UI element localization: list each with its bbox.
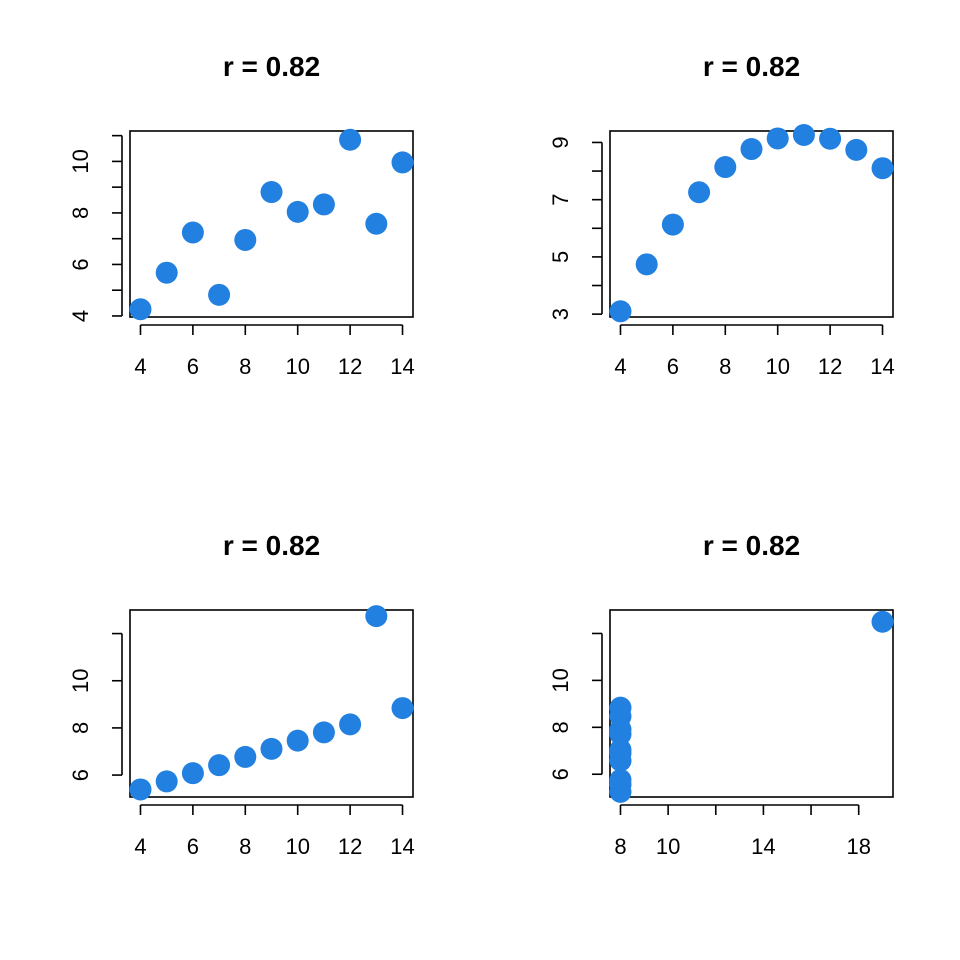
data-point — [129, 298, 152, 321]
x-tick-label: 14 — [390, 834, 414, 859]
data-point — [181, 221, 204, 244]
x-tick-label: 4 — [134, 834, 146, 859]
data-point — [339, 128, 362, 151]
data-point — [609, 773, 632, 796]
data-point — [365, 212, 388, 235]
y-tick-label: 4 — [68, 310, 93, 322]
data-point — [155, 261, 178, 284]
y-tick-label: 10 — [68, 149, 93, 173]
data-point — [155, 770, 178, 793]
plot-frame — [609, 609, 894, 798]
y-tick-label: 6 — [68, 769, 93, 781]
data-point — [871, 610, 894, 633]
y-tick-label: 10 — [68, 669, 93, 693]
y-tick-label: 3 — [548, 308, 573, 320]
scatter-panel-4: r = 0.82 8 10 14 18 6 8 10 — [548, 530, 894, 859]
data-point — [609, 718, 632, 741]
data-point — [845, 138, 868, 161]
y-tick-label: 9 — [548, 136, 573, 148]
x-tick-label: 10 — [285, 834, 309, 859]
data-point — [635, 253, 658, 276]
x-tick-label: 6 — [187, 354, 199, 379]
x-tick-label: 10 — [765, 354, 789, 379]
x-tick-label: 10 — [285, 354, 309, 379]
x-tick-label: 8 — [614, 834, 626, 859]
data-point — [766, 127, 789, 150]
x-tick-label: 12 — [338, 834, 362, 859]
data-point — [234, 228, 257, 251]
scatter-panel-2: r = 0.82 4 6 8 10 12 14 3 5 7 9 — [548, 51, 895, 379]
data-point — [714, 156, 737, 179]
data-point — [688, 181, 711, 204]
data-point — [286, 200, 309, 223]
data-point — [129, 778, 152, 801]
y-tick-label: 5 — [548, 251, 573, 263]
x-tick-label: 8 — [719, 354, 731, 379]
x-tick-label: 10 — [656, 834, 680, 859]
data-point — [391, 697, 414, 720]
y-tick-label: 8 — [548, 721, 573, 733]
data-point — [312, 193, 335, 216]
y-tick-label: 8 — [68, 722, 93, 734]
x-tick-label: 14 — [751, 834, 775, 859]
panel-title: r = 0.82 — [223, 530, 320, 561]
panel-title: r = 0.82 — [703, 51, 800, 82]
x-tick-label: 12 — [818, 354, 842, 379]
y-tick-label: 7 — [548, 194, 573, 206]
panel-title: r = 0.82 — [223, 51, 320, 82]
x-tick-label: 12 — [338, 354, 362, 379]
panel-title: r = 0.82 — [703, 530, 800, 561]
x-tick-label: 4 — [134, 354, 146, 379]
x-tick-label: 18 — [846, 834, 870, 859]
x-tick-label: 8 — [239, 354, 251, 379]
data-point — [208, 283, 231, 306]
data-point — [661, 213, 684, 236]
data-point — [792, 124, 815, 147]
data-point — [609, 300, 632, 323]
scatter-panel-3: r = 0.82 4 6 8 10 12 14 6 8 10 — [68, 530, 415, 859]
data-point — [819, 127, 842, 150]
y-tick-label: 8 — [68, 207, 93, 219]
plot-frame — [609, 130, 894, 318]
data-point — [181, 762, 204, 785]
scatter-panel-1: r = 0.82 4 6 8 10 12 14 4 6 8 10 — [68, 51, 415, 379]
plot-frame — [129, 609, 414, 798]
y-tick-label: 6 — [68, 258, 93, 270]
data-point — [208, 754, 231, 777]
x-tick-label: 6 — [667, 354, 679, 379]
data-point — [740, 138, 763, 161]
x-tick-label: 6 — [187, 834, 199, 859]
data-point — [391, 151, 414, 174]
plot-frame — [129, 130, 414, 318]
data-point — [286, 729, 309, 752]
data-point — [365, 605, 388, 628]
data-point — [339, 713, 362, 736]
x-tick-label: 8 — [239, 834, 251, 859]
data-point — [871, 157, 894, 180]
data-point — [609, 742, 632, 765]
x-tick-label: 14 — [870, 354, 894, 379]
y-tick-label: 10 — [548, 668, 573, 692]
data-point — [260, 737, 283, 760]
x-tick-label: 14 — [390, 354, 414, 379]
data-point — [234, 745, 257, 768]
y-tick-label: 6 — [548, 768, 573, 780]
data-point — [260, 181, 283, 204]
data-point — [312, 721, 335, 744]
x-tick-label: 4 — [614, 354, 626, 379]
